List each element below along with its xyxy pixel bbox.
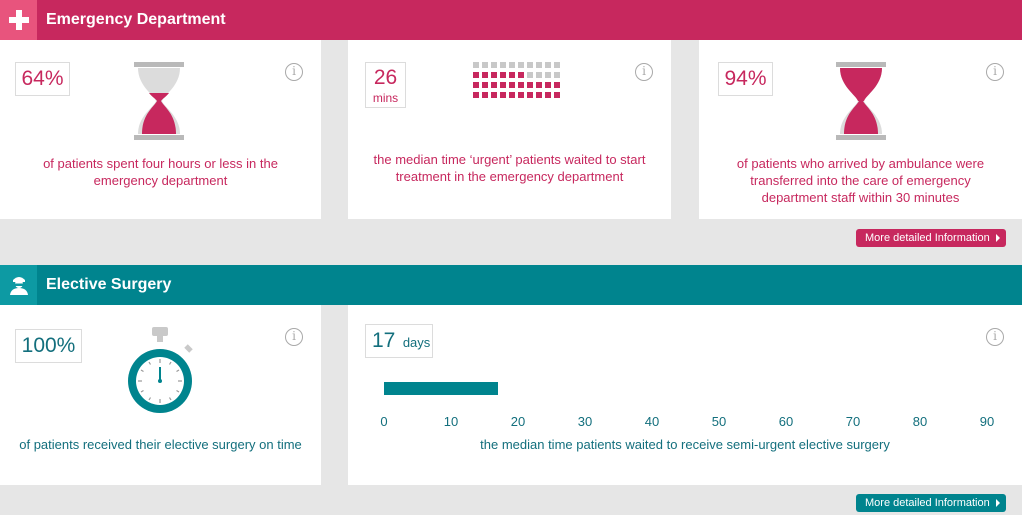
value-box: 26 mins bbox=[365, 62, 406, 108]
chevron-right-icon bbox=[995, 234, 1000, 242]
stat-value: 100% bbox=[21, 334, 76, 357]
x-tick-label: 40 bbox=[644, 414, 660, 429]
grid-dot bbox=[527, 82, 533, 88]
stat-value: 26 bbox=[373, 66, 398, 89]
grid-dot bbox=[545, 62, 551, 68]
x-tick-label: 60 bbox=[778, 414, 794, 429]
grid-dot bbox=[527, 62, 533, 68]
grid-dot bbox=[536, 92, 542, 98]
es-more-info-button[interactable]: More detailed Information bbox=[856, 494, 1006, 512]
grid-dot bbox=[554, 92, 560, 98]
grid-dot bbox=[491, 62, 497, 68]
grid-dot bbox=[509, 72, 515, 78]
grid-dot bbox=[482, 62, 488, 68]
info-icon[interactable]: i bbox=[986, 63, 1004, 81]
ed-card-four-hours: 64% i of patients spent four hours or le… bbox=[0, 40, 321, 219]
x-tick-label: 90 bbox=[979, 414, 995, 429]
grid-dot bbox=[554, 62, 560, 68]
elective-surgery-header: Elective Surgery bbox=[0, 265, 1022, 305]
surgeon-icon bbox=[0, 265, 37, 305]
stat-value: 64% bbox=[21, 67, 64, 90]
grid-dot bbox=[536, 82, 542, 88]
x-tick-label: 70 bbox=[845, 414, 861, 429]
chevron-right-icon bbox=[995, 499, 1000, 507]
section-title: Emergency Department bbox=[46, 11, 226, 28]
ed-card-median-wait: 26 mins i the median time ‘urgent’ patie… bbox=[348, 40, 671, 219]
section-title: Elective Surgery bbox=[46, 276, 172, 293]
more-info-label: More detailed Information bbox=[865, 232, 990, 244]
x-tick-label: 30 bbox=[577, 414, 593, 429]
stopwatch-icon bbox=[120, 325, 202, 425]
stat-unit: mins bbox=[372, 91, 399, 105]
info-icon[interactable]: i bbox=[285, 328, 303, 346]
grid-dot bbox=[473, 92, 479, 98]
grid-dot bbox=[500, 92, 506, 98]
ed-card-ambulance: 94% i of patients who arrived by ambulan… bbox=[699, 40, 1022, 219]
grid-dot bbox=[500, 72, 506, 78]
value-box: 17 days bbox=[365, 324, 433, 358]
grid-dot bbox=[473, 62, 479, 68]
grid-dot bbox=[518, 72, 524, 78]
info-icon[interactable]: i bbox=[635, 63, 653, 81]
x-tick-label: 80 bbox=[912, 414, 928, 429]
wait-bar bbox=[384, 382, 498, 395]
info-icon[interactable]: i bbox=[986, 328, 1004, 346]
es-card-median-wait: 17 days i the median time patients waite… bbox=[348, 305, 1022, 485]
stat-caption: of patients spent four hours or less in … bbox=[43, 156, 278, 188]
grid-dot bbox=[482, 82, 488, 88]
grid-dot bbox=[500, 62, 506, 68]
x-tick-label: 50 bbox=[711, 414, 727, 429]
value-box: 64% bbox=[15, 62, 70, 96]
grid-dot bbox=[500, 82, 506, 88]
more-info-label: More detailed Information bbox=[865, 497, 990, 509]
grid-dot bbox=[554, 72, 560, 78]
hourglass-icon bbox=[134, 62, 184, 145]
grid-dot bbox=[518, 62, 524, 68]
stat-value: 94% bbox=[724, 67, 767, 90]
grid-dot bbox=[554, 82, 560, 88]
grid-dot bbox=[482, 72, 488, 78]
x-tick-label: 0 bbox=[380, 414, 388, 429]
info-icon[interactable]: i bbox=[285, 63, 303, 81]
grid-dot bbox=[536, 72, 542, 78]
grid-dot bbox=[509, 62, 515, 68]
stat-unit: days bbox=[402, 335, 431, 350]
value-box: 100% bbox=[15, 329, 82, 363]
grid-dot bbox=[518, 92, 524, 98]
stat-value: 17 bbox=[372, 329, 396, 352]
grid-dot bbox=[527, 92, 533, 98]
grid-dot bbox=[509, 92, 515, 98]
plus-icon bbox=[0, 0, 37, 40]
grid-dot bbox=[491, 82, 497, 88]
x-tick-label: 20 bbox=[510, 414, 526, 429]
grid-dot bbox=[527, 72, 533, 78]
grid-dot bbox=[491, 92, 497, 98]
value-box: 94% bbox=[718, 62, 773, 96]
x-tick-label: 10 bbox=[443, 414, 459, 429]
dot-grid-chart bbox=[473, 62, 560, 98]
stat-caption: the median time ‘urgent’ patients waited… bbox=[373, 152, 646, 184]
grid-dot bbox=[545, 92, 551, 98]
emergency-department-header: Emergency Department bbox=[0, 0, 1022, 40]
grid-dot bbox=[491, 72, 497, 78]
es-card-on-time: 100% i of patients received their electi… bbox=[0, 305, 321, 485]
grid-dot bbox=[545, 82, 551, 88]
grid-dot bbox=[473, 82, 479, 88]
hourglass-icon bbox=[836, 62, 886, 145]
chart-caption: the median time patients waited to recei… bbox=[480, 437, 890, 452]
stat-caption: of patients who arrived by ambulance wer… bbox=[736, 156, 985, 205]
grid-dot bbox=[545, 72, 551, 78]
ed-more-info-button[interactable]: More detailed Information bbox=[856, 229, 1006, 247]
stat-caption: of patients received their elective surg… bbox=[19, 437, 302, 452]
grid-dot bbox=[536, 62, 542, 68]
grid-dot bbox=[509, 82, 515, 88]
grid-dot bbox=[473, 72, 479, 78]
grid-dot bbox=[518, 82, 524, 88]
grid-dot bbox=[482, 92, 488, 98]
